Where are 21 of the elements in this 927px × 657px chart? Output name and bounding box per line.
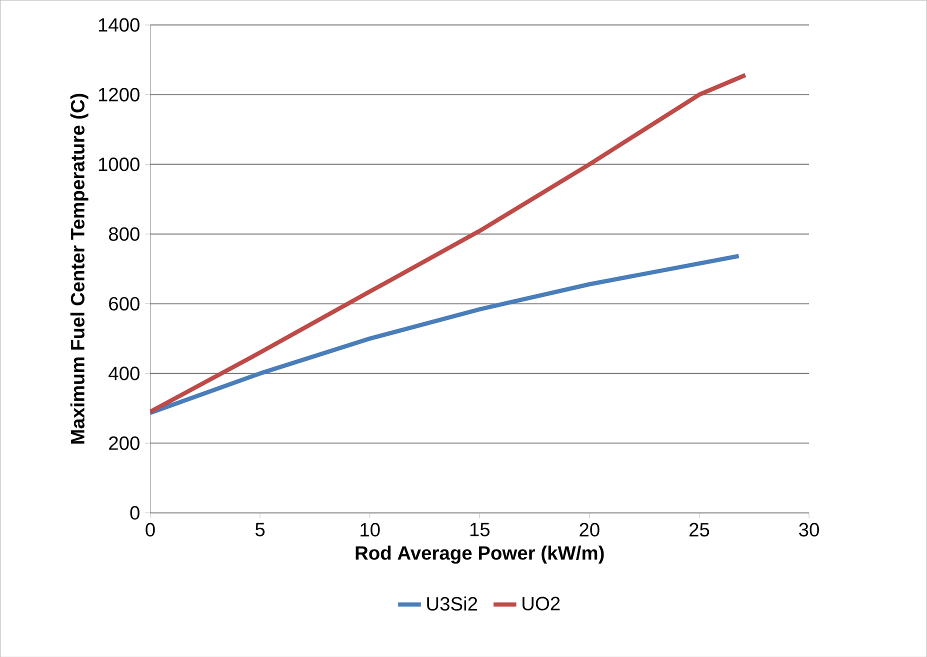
y-axis-title: Maximum Fuel Center Temperature (C) [70,94,88,444]
x-axis-title: Rod Average Power (kW/m) [356,545,604,564]
line-series [150,72,748,414]
legend-label: UO2 [522,596,560,610]
y-tick-label: 800 [108,227,140,241]
x-tick-label: 25 [690,522,710,536]
y-tick-label: 1400 [98,18,140,32]
x-tick-label: 20 [580,522,600,536]
x-tick-label: 10 [360,522,380,536]
y-tick-label: 1000 [98,157,140,171]
x-tick-label: 0 [146,522,155,536]
line-series [150,254,741,415]
x-tick-label: 15 [470,522,490,536]
y-tick-label: 200 [109,436,140,450]
legend-label: U3Si2 [427,596,478,610]
x-tick-label: 5 [255,522,265,536]
y-tick-label: 1200 [98,88,140,102]
y-tick-label: 0 [130,506,140,520]
y-tick-label: 600 [109,296,140,310]
y-tick-label: 400 [108,366,140,380]
x-tick-label: 30 [799,522,819,536]
